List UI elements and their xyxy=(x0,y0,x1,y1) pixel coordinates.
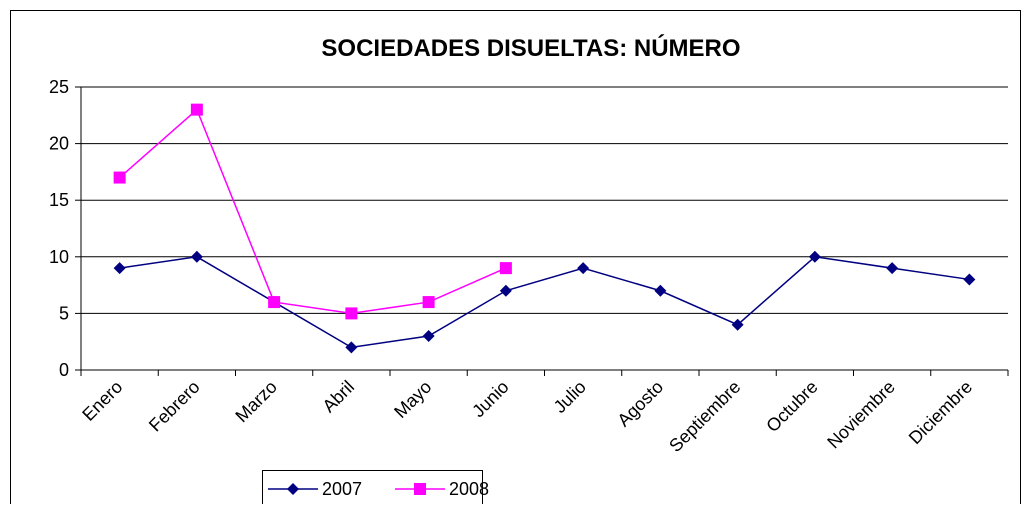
legend-marker xyxy=(287,483,299,495)
legend: 2007 2008 xyxy=(262,470,489,509)
y-tick-label: 25 xyxy=(49,77,69,97)
data-point xyxy=(268,296,281,309)
data-point xyxy=(577,262,590,275)
data-point xyxy=(499,284,512,297)
y-tick-label: 15 xyxy=(49,190,69,210)
data-point xyxy=(422,330,435,343)
y-tick-label: 0 xyxy=(59,360,69,380)
data-point xyxy=(808,250,821,263)
y-tick-label: 10 xyxy=(49,247,69,267)
data-point xyxy=(499,262,512,275)
series-line xyxy=(119,108,507,315)
legend-label: 2008 xyxy=(449,479,489,499)
data-point xyxy=(963,273,976,286)
y-tick-label: 20 xyxy=(49,134,69,154)
data-point xyxy=(190,103,203,116)
data-point xyxy=(113,171,126,184)
data-point xyxy=(345,341,358,354)
data-point xyxy=(345,307,358,320)
series-line xyxy=(119,256,970,349)
data-point xyxy=(190,250,203,263)
data-point xyxy=(886,262,899,275)
legend-marker xyxy=(414,483,426,495)
data-point xyxy=(731,318,744,331)
chart-title: SOCIEDADES DISUELTAS: NÚMERO xyxy=(321,34,740,62)
data-point xyxy=(422,296,435,309)
data-point xyxy=(113,262,126,275)
data-point xyxy=(654,284,667,297)
legend-label: 2007 xyxy=(322,479,362,499)
y-tick-label: 5 xyxy=(59,303,69,323)
